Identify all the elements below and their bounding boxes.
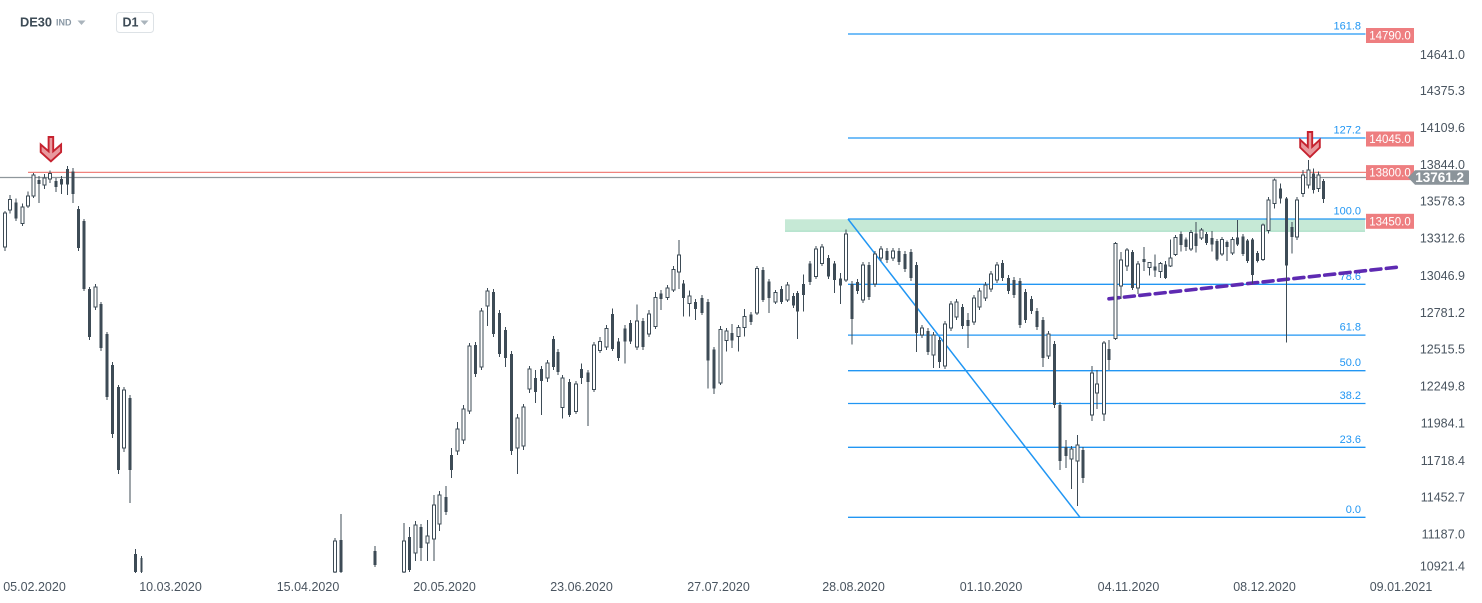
svg-text:13046.9: 13046.9 xyxy=(1420,269,1465,283)
svg-text:13312.6: 13312.6 xyxy=(1420,232,1465,246)
svg-text:14109.6: 14109.6 xyxy=(1420,121,1465,135)
svg-text:0.0: 0.0 xyxy=(1346,504,1361,516)
svg-text:08.12.2020: 08.12.2020 xyxy=(1233,580,1296,594)
svg-text:14045.0: 14045.0 xyxy=(1369,134,1411,146)
svg-text:11187.0: 11187.0 xyxy=(1422,528,1465,542)
svg-text:13761.2: 13761.2 xyxy=(1415,170,1464,185)
svg-text:15.04.2020: 15.04.2020 xyxy=(277,580,340,594)
svg-text:23.6: 23.6 xyxy=(1340,434,1361,446)
svg-text:38.2: 38.2 xyxy=(1340,390,1361,402)
svg-text:14375.3: 14375.3 xyxy=(1420,84,1465,98)
svg-text:14790.0: 14790.0 xyxy=(1369,31,1411,43)
svg-text:11718.4: 11718.4 xyxy=(1421,454,1465,468)
svg-text:11984.1: 11984.1 xyxy=(1421,416,1465,430)
svg-text:09.01.2021: 09.01.2021 xyxy=(1370,580,1433,594)
svg-text:20.05.2020: 20.05.2020 xyxy=(413,580,476,594)
svg-text:23.06.2020: 23.06.2020 xyxy=(550,580,613,594)
svg-text:DE30: DE30 xyxy=(20,15,52,30)
svg-text:100.0: 100.0 xyxy=(1333,206,1361,218)
svg-text:12781.2: 12781.2 xyxy=(1420,306,1465,320)
svg-text:61.8: 61.8 xyxy=(1340,322,1361,334)
svg-text:13844.0: 13844.0 xyxy=(1420,158,1465,172)
svg-text:11452.7: 11452.7 xyxy=(1421,490,1465,504)
svg-text:IND: IND xyxy=(56,18,72,28)
svg-text:27.07.2020: 27.07.2020 xyxy=(687,580,750,594)
svg-text:01.10.2020: 01.10.2020 xyxy=(960,580,1023,594)
svg-text:10.03.2020: 10.03.2020 xyxy=(139,580,202,594)
svg-text:05.02.2020: 05.02.2020 xyxy=(3,580,66,594)
svg-text:D1: D1 xyxy=(123,16,139,30)
svg-text:127.2: 127.2 xyxy=(1333,125,1361,137)
svg-text:12249.8: 12249.8 xyxy=(1420,380,1465,394)
svg-text:13800.0: 13800.0 xyxy=(1369,168,1411,180)
svg-text:04.11.2020: 04.11.2020 xyxy=(1098,580,1160,594)
svg-text:161.8: 161.8 xyxy=(1333,21,1361,33)
svg-text:13578.3: 13578.3 xyxy=(1420,195,1465,209)
svg-text:10921.4: 10921.4 xyxy=(1420,560,1465,574)
svg-text:13450.0: 13450.0 xyxy=(1369,216,1411,228)
svg-text:12515.5: 12515.5 xyxy=(1420,342,1465,356)
svg-text:14641.0: 14641.0 xyxy=(1420,48,1465,62)
svg-text:28.08.2020: 28.08.2020 xyxy=(822,580,885,594)
svg-text:50.0: 50.0 xyxy=(1340,357,1361,369)
